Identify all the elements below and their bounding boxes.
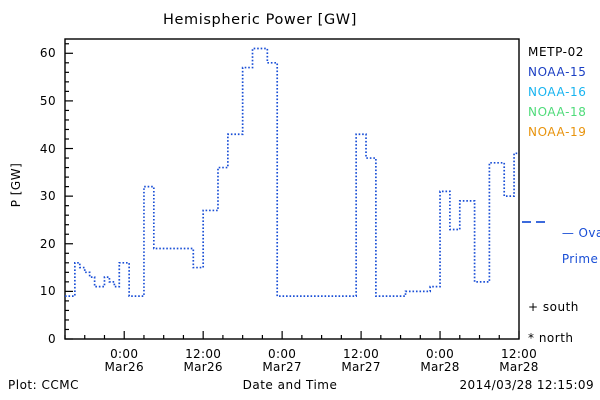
y-tick-label: 30 — [39, 189, 56, 204]
y-tick-label: 0 — [47, 332, 56, 346]
ovation-label-line2: Prime HPI — [561, 252, 599, 266]
x-tick-label: 12:00 Mar28 — [499, 347, 539, 374]
y-tick-label: 60 — [39, 46, 56, 61]
x-tick-label: 12:00 Mar26 — [183, 347, 223, 374]
y-tick-label: 40 — [39, 141, 56, 156]
marker-legend-north: * north — [528, 331, 574, 345]
legend-item-noaa-19: NOAA-19 — [528, 125, 587, 139]
legend-item-metp-02: METP-02 — [528, 45, 585, 59]
y-tick-label: 10 — [39, 284, 56, 299]
legend-item-noaa-16: NOAA-16 — [528, 85, 587, 99]
marker-legend-south: + south — [528, 300, 579, 314]
ovation-label-line1: — Ovation — [561, 226, 600, 240]
y-tick-label: 20 — [39, 236, 56, 251]
chart-title: Hemispheric Power [GW] — [163, 12, 357, 28]
timestamp: 2014/03/28 12:15:09 — [459, 378, 594, 392]
legend-item-noaa-15: NOAA-15 — [528, 65, 587, 79]
x-axis-label: Date and Time — [242, 378, 338, 392]
legend-item-noaa-18: NOAA-18 — [528, 105, 587, 119]
x-tick-label: 12:00 Mar27 — [341, 347, 381, 374]
y-tick-label: 50 — [39, 93, 56, 108]
x-tick-label: 0:00 Mar27 — [262, 347, 302, 374]
x-tick-label: 0:00 Mar28 — [420, 347, 460, 374]
data-layer — [65, 47, 519, 297]
ovation-hpi-trace — [65, 47, 519, 297]
plot-credit: Plot: CCMC — [8, 378, 79, 392]
plot-frame — [64, 38, 520, 340]
ovation-series-label: — Ovation Prime HPI — [545, 214, 600, 279]
axes-layer — [64, 38, 520, 340]
x-tick-label: 0:00 Mar26 — [104, 347, 144, 374]
